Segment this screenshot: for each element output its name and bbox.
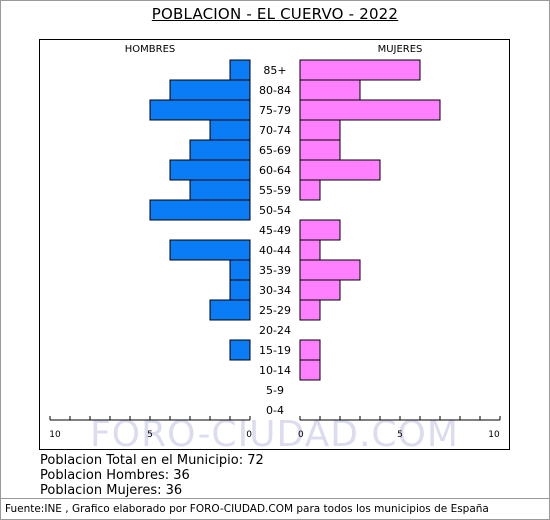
x-tick-label-1: 5 <box>147 430 153 440</box>
age-label-40-44: 40-44 <box>259 244 291 257</box>
bar-hombres-35-39 <box>229 259 251 281</box>
bar-hombres-85+ <box>229 59 251 81</box>
bar-mujeres-75-79 <box>299 99 441 121</box>
summary-women: Poblacion Mujeres: 36 <box>40 483 183 498</box>
bar-hombres-50-54 <box>149 199 251 221</box>
bar-mujeres-45-49 <box>299 219 341 241</box>
bar-mujeres-55-59 <box>299 179 321 201</box>
age-label-25-29: 25-29 <box>259 304 291 317</box>
right-series-label: MUJERES <box>378 44 423 55</box>
bar-hombres-80-84 <box>169 79 251 101</box>
bar-mujeres-30-34 <box>299 279 341 301</box>
summary-total: Poblacion Total en el Municipio: 72 <box>40 453 264 468</box>
bar-mujeres-60-64 <box>299 159 381 181</box>
x-tick-label-0: 10 <box>49 430 61 440</box>
age-label-30-34: 30-34 <box>259 284 291 297</box>
bar-mujeres-40-44 <box>299 239 321 261</box>
x-tick-label-5: 10 <box>488 430 500 440</box>
footer-rule <box>0 498 550 499</box>
x-tick-label-4: 5 <box>397 430 403 440</box>
footer-source: Fuente:INE , Grafico elaborado por FORO-… <box>5 503 489 515</box>
bar-hombres-25-29 <box>209 299 251 321</box>
bar-mujeres-15-19 <box>299 339 321 361</box>
bar-hombres-40-44 <box>169 239 251 261</box>
bar-mujeres-80-84 <box>299 79 361 101</box>
bar-mujeres-35-39 <box>299 259 361 281</box>
age-label-0-4: 0-4 <box>266 404 284 417</box>
age-label-70-74: 70-74 <box>259 124 291 137</box>
bar-hombres-65-69 <box>189 139 251 161</box>
age-label-75-79: 75-79 <box>259 104 291 117</box>
bar-mujeres-10-14 <box>299 359 321 381</box>
bar-hombres-15-19 <box>229 339 251 361</box>
x-tick-label-2: 0 <box>246 430 252 440</box>
age-label-15-19: 15-19 <box>259 344 291 357</box>
age-label-55-59: 55-59 <box>259 184 291 197</box>
age-label-45-49: 45-49 <box>259 224 291 237</box>
bar-hombres-55-59 <box>189 179 251 201</box>
left-series-label: HOMBRES <box>125 44 176 55</box>
age-label-80-84: 80-84 <box>259 84 291 97</box>
age-label-10-14: 10-14 <box>259 364 291 377</box>
bar-mujeres-65-69 <box>299 139 341 161</box>
bar-mujeres-85+ <box>299 59 421 81</box>
age-label-85+: 85+ <box>263 64 286 77</box>
age-label-65-69: 65-69 <box>259 144 291 157</box>
age-label-5-9: 5-9 <box>266 384 284 397</box>
bar-hombres-30-34 <box>229 279 251 301</box>
age-label-50-54: 50-54 <box>259 204 291 217</box>
bar-mujeres-70-74 <box>299 119 341 141</box>
summary-men: Poblacion Hombres: 36 <box>40 468 190 483</box>
age-label-35-39: 35-39 <box>259 264 291 277</box>
age-label-20-24: 20-24 <box>259 324 291 337</box>
bar-hombres-70-74 <box>209 119 251 141</box>
bar-hombres-75-79 <box>149 99 251 121</box>
age-label-60-64: 60-64 <box>259 164 291 177</box>
chart-title: POBLACION - EL CUERVO - 2022 <box>151 5 399 23</box>
bar-hombres-60-64 <box>169 159 251 181</box>
x-tick-label-3: 0 <box>298 430 304 440</box>
bar-mujeres-25-29 <box>299 299 321 321</box>
